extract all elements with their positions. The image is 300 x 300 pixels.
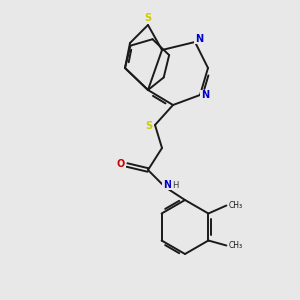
Text: CH₃: CH₃ xyxy=(228,241,242,250)
Text: H: H xyxy=(172,181,178,190)
Text: S: S xyxy=(146,121,153,131)
Text: N: N xyxy=(201,90,209,100)
Text: N: N xyxy=(163,180,171,190)
Text: O: O xyxy=(117,159,125,169)
Text: N: N xyxy=(195,34,203,44)
Text: S: S xyxy=(144,13,152,23)
Text: CH₃: CH₃ xyxy=(228,201,242,210)
